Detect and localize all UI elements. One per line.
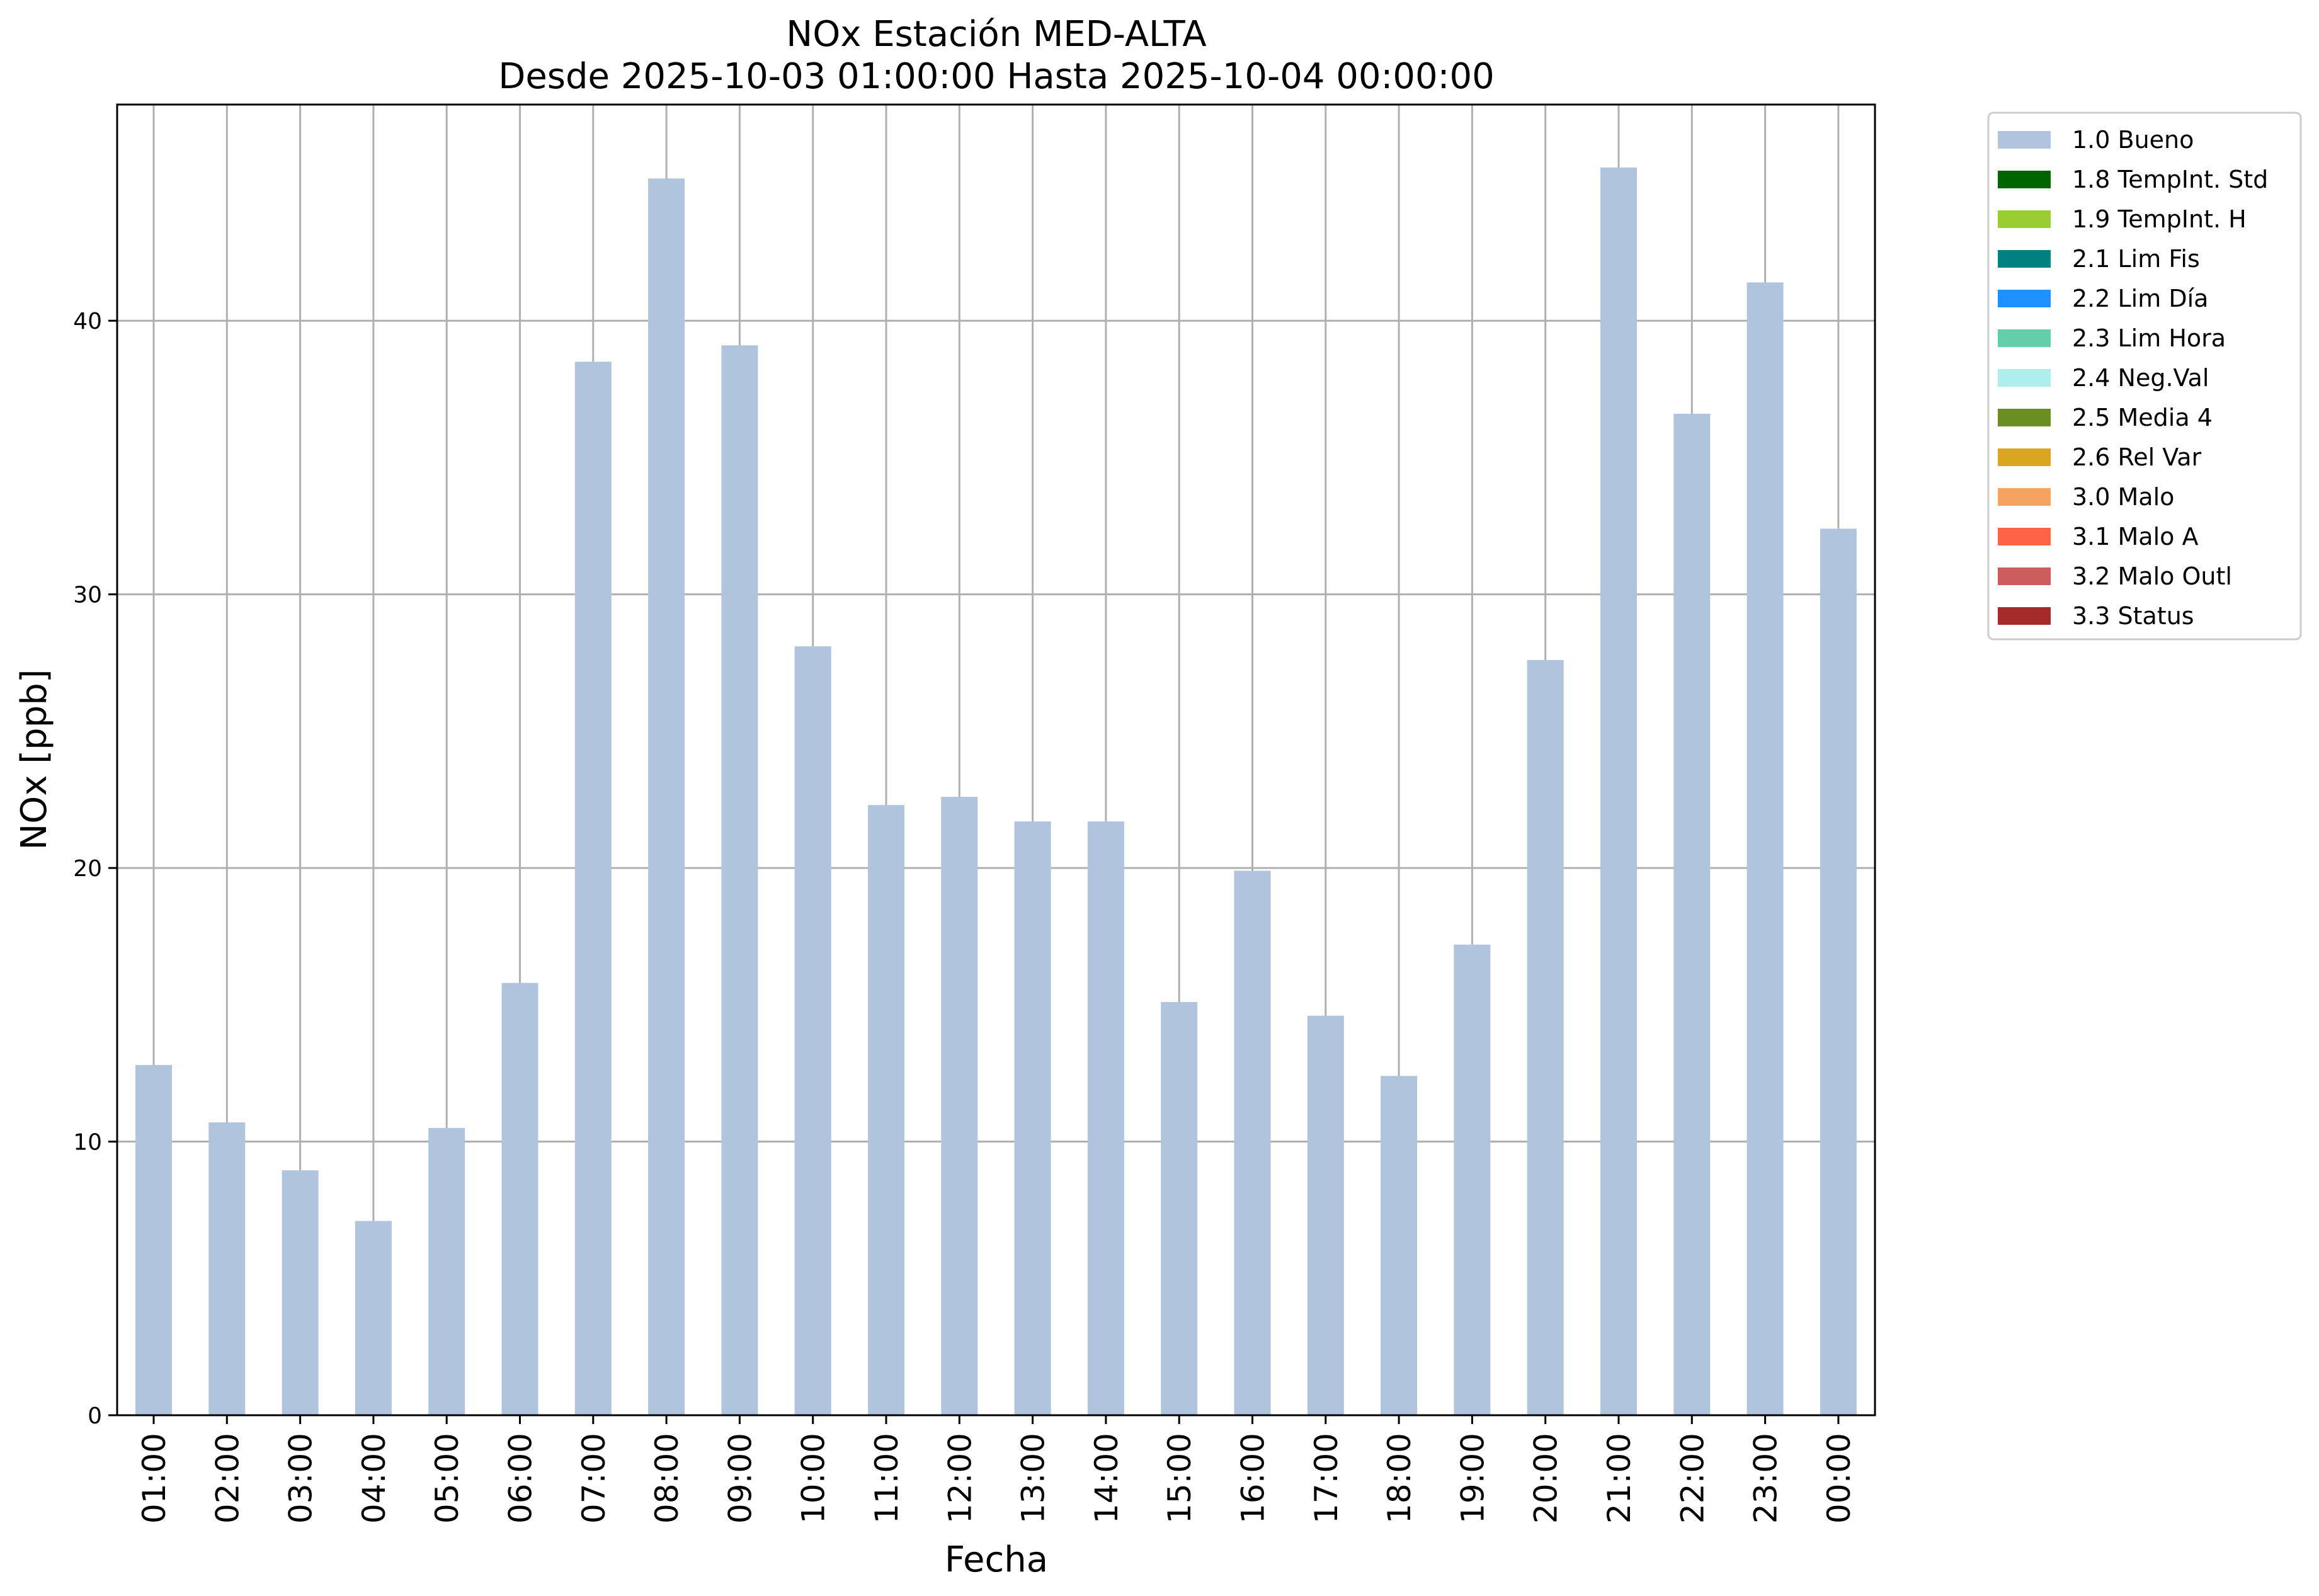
legend-swatch — [1998, 409, 2051, 426]
x-tick-label: 00:00 — [1821, 1433, 1857, 1524]
bar-08:00 — [648, 178, 685, 1415]
x-tick-label: 05:00 — [429, 1433, 465, 1524]
x-tick-label: 03:00 — [283, 1433, 319, 1524]
legend-label: 2.3 Lim Hora — [2072, 324, 2226, 352]
bar-01:00 — [135, 1064, 172, 1415]
legend-label: 2.1 Lim Fis — [2072, 245, 2200, 273]
y-tick-label: 10 — [73, 1130, 102, 1156]
x-tick-label: 10:00 — [795, 1433, 832, 1524]
bar-14:00 — [1087, 821, 1124, 1415]
x-tick-label: 15:00 — [1161, 1433, 1198, 1524]
x-tick-label: 14:00 — [1088, 1433, 1125, 1524]
legend-swatch — [1998, 369, 2051, 387]
x-tick-label: 21:00 — [1601, 1433, 1638, 1524]
legend-label: 3.2 Malo Outl — [2072, 562, 2232, 590]
legend-swatch — [1998, 567, 2051, 585]
chart-subtitle: Desde 2025-10-03 01:00:00 Hasta 2025-10-… — [498, 56, 1495, 97]
legend-label: 3.0 Malo — [2072, 483, 2174, 511]
legend-swatch — [1998, 250, 2051, 268]
legend-label: 2.5 Media 4 — [2072, 404, 2213, 431]
legend-label: 2.2 Lim Día — [2072, 285, 2208, 312]
bar-06:00 — [501, 983, 538, 1415]
bar-09:00 — [721, 345, 758, 1415]
bar-17:00 — [1307, 1015, 1344, 1415]
legend-swatch — [1998, 329, 2051, 347]
x-tick-label: 07:00 — [576, 1433, 612, 1524]
bar-22:00 — [1673, 413, 1711, 1416]
bar-10:00 — [794, 646, 831, 1415]
bar-04:00 — [355, 1221, 392, 1415]
x-tick-label: 01:00 — [136, 1433, 173, 1524]
x-tick-label: 11:00 — [869, 1433, 905, 1524]
legend-swatch — [1998, 607, 2051, 625]
legend-label: 1.0 Bueno — [2072, 126, 2194, 154]
x-tick-label: 09:00 — [722, 1433, 758, 1524]
x-tick-label: 16:00 — [1235, 1433, 1272, 1524]
bar-03:00 — [282, 1170, 319, 1415]
legend-label: 3.3 Status — [2072, 602, 2194, 630]
x-tick-label: 23:00 — [1748, 1433, 1784, 1524]
legend-swatch — [1998, 290, 2051, 307]
legend-label: 2.6 Rel Var — [2072, 443, 2202, 471]
x-tick-label: 19:00 — [1454, 1433, 1491, 1524]
legend-swatch — [1998, 488, 2051, 506]
y-axis-label: NOx [ppb] — [14, 669, 55, 850]
x-axis-label: Fecha — [945, 1539, 1048, 1580]
bar-16:00 — [1234, 870, 1271, 1415]
x-tick-label: 20:00 — [1528, 1433, 1564, 1524]
bar-00:00 — [1820, 528, 1857, 1415]
x-tick-label: 02:00 — [209, 1433, 246, 1524]
x-tick-label: 22:00 — [1674, 1433, 1711, 1524]
legend-frame — [1987, 111, 2302, 641]
y-axis-ticks: 0 10 20 30 40 — [73, 309, 117, 1429]
legend-swatch — [1998, 171, 2051, 188]
legend-label: 3.1 Malo A — [2072, 523, 2198, 550]
x-tick-label: 08:00 — [649, 1433, 685, 1524]
bar-15:00 — [1161, 1001, 1198, 1415]
bar-23:00 — [1746, 282, 1784, 1416]
y-tick-label: 40 — [73, 309, 102, 334]
y-tick-label: 20 — [73, 856, 102, 882]
chart-title: NOx Estación MED-ALTA — [786, 14, 1206, 55]
legend-swatch — [1998, 131, 2051, 149]
x-tick-label: 17:00 — [1308, 1433, 1345, 1524]
legend-label: 1.9 TempInt. H — [2072, 205, 2247, 233]
legend-swatch — [1998, 448, 2051, 466]
bar-11:00 — [868, 805, 904, 1415]
bar-02:00 — [208, 1122, 246, 1415]
legend: 1.0 Bueno 1.8 TempInt. Std 1.9 TempInt. H 2… — [1987, 111, 2302, 641]
bar-05:00 — [428, 1127, 465, 1415]
bar-18:00 — [1381, 1076, 1418, 1415]
x-axis-ticks: 01:00 02:00 03:00 04:00 05:00 06:00 07:00 08:00… — [136, 1415, 1857, 1524]
bar-20:00 — [1527, 659, 1564, 1415]
legend-swatch — [1998, 528, 2051, 545]
plot-frame — [116, 103, 1876, 1416]
bar-19:00 — [1454, 944, 1491, 1415]
bar-21:00 — [1600, 167, 1637, 1416]
y-tick-label: 0 — [88, 1403, 102, 1429]
bars — [135, 167, 1857, 1416]
bar-07:00 — [574, 362, 612, 1416]
x-tick-label: 18:00 — [1381, 1433, 1418, 1524]
x-tick-label: 06:00 — [503, 1433, 539, 1524]
legend-swatch — [1998, 210, 2051, 228]
x-tick-label: 13:00 — [1015, 1433, 1052, 1524]
y-tick-label: 30 — [73, 583, 102, 608]
bar-12:00 — [941, 797, 978, 1415]
bar-13:00 — [1014, 821, 1051, 1415]
legend-label: 2.4 Neg.Val — [2072, 364, 2209, 392]
legend-label: 1.8 TempInt. Std — [2072, 166, 2268, 193]
x-tick-label: 12:00 — [942, 1433, 978, 1524]
x-tick-label: 04:00 — [356, 1433, 392, 1524]
